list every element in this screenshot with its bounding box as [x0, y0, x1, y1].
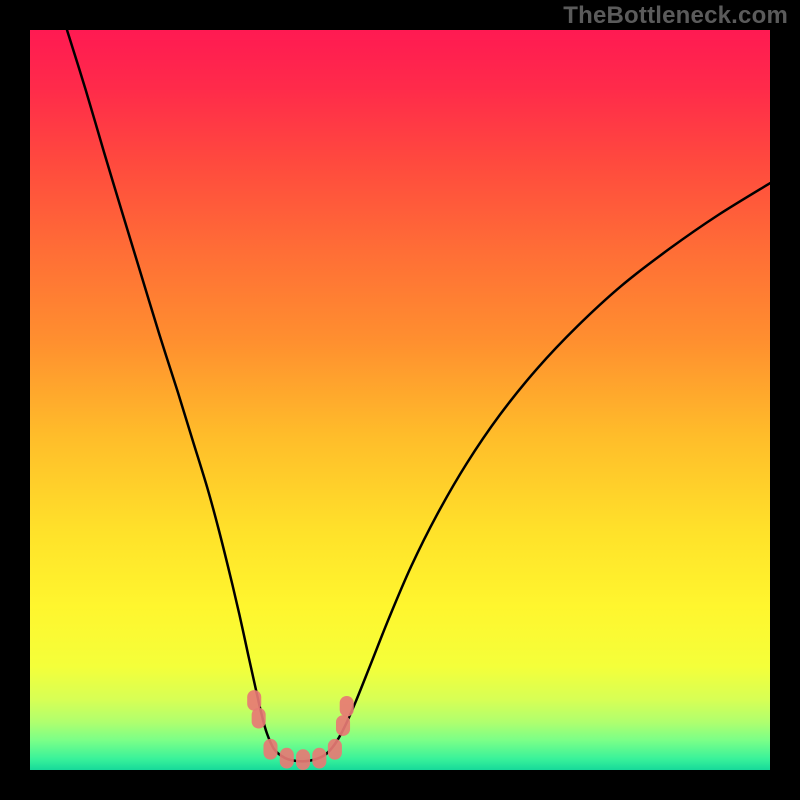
curve-marker [328, 739, 342, 760]
curve-marker [252, 708, 266, 729]
curve-marker [280, 748, 294, 769]
curve-marker [312, 748, 326, 769]
chart-svg [30, 30, 770, 770]
plot-area [30, 30, 770, 770]
curve-marker [340, 696, 354, 717]
curve-marker [263, 739, 277, 760]
curve-marker [336, 715, 350, 736]
curve-marker [296, 749, 310, 770]
gradient-background [30, 30, 770, 770]
curve-marker [247, 690, 261, 711]
watermark-text: TheBottleneck.com [563, 2, 788, 30]
chart-canvas: TheBottleneck.com [0, 0, 800, 800]
